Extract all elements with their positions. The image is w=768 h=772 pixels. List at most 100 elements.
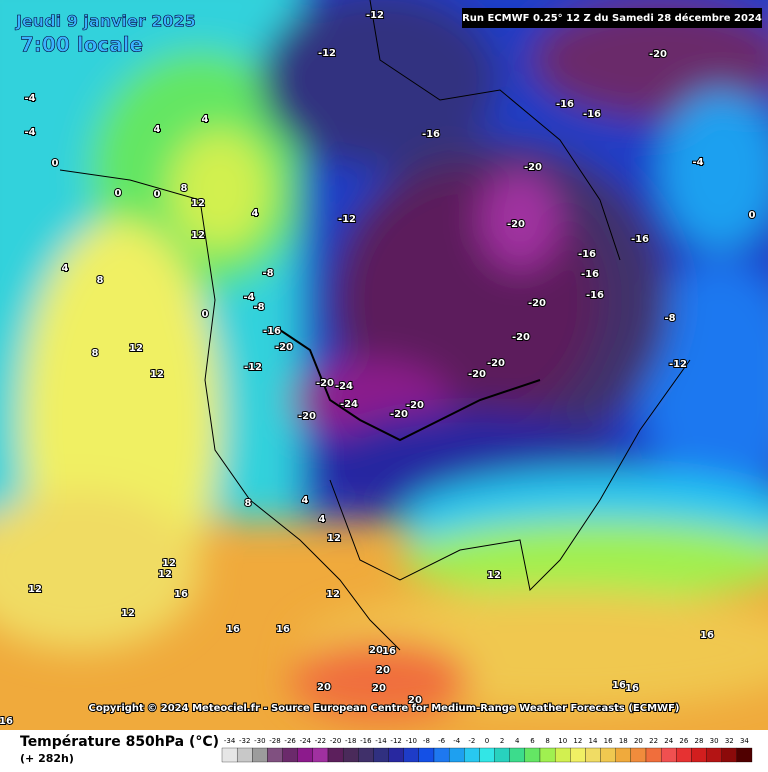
- contour-label: -8: [664, 313, 675, 324]
- color-swatch: [600, 747, 616, 763]
- contour-label: -20: [275, 342, 293, 353]
- color-swatch: [479, 747, 495, 763]
- colorbar-tick-label: -12: [390, 737, 401, 745]
- contour-label: -20: [390, 409, 408, 420]
- color-swatch: [297, 747, 314, 763]
- contour-label: 12: [150, 369, 164, 380]
- color-swatch: [252, 747, 268, 763]
- contour-label: -24: [340, 399, 358, 410]
- colorbar-tick-label: -18: [345, 737, 356, 745]
- contour-label: -16: [578, 249, 596, 260]
- contour-label: -24: [335, 381, 353, 392]
- color-swatch: [615, 747, 632, 763]
- run-info: Run ECMWF 0.25° 12 Z du Samedi 28 décemb…: [462, 12, 762, 24]
- colorbar-tick-label: 24: [664, 737, 673, 745]
- colorbar-tick-label: 16: [604, 737, 613, 745]
- contour-label: -20: [406, 400, 424, 411]
- colorbar-tick-label: -28: [269, 737, 280, 745]
- contour-label: 12: [487, 570, 501, 581]
- contour-label: -12: [244, 362, 262, 373]
- color-swatch: [236, 747, 253, 763]
- contour-label: -8: [253, 302, 264, 313]
- colorbar-tick-label: -32: [239, 737, 250, 745]
- colorbar-tick-label: -14: [375, 737, 387, 745]
- contour-label: 16: [174, 589, 188, 600]
- contour-label: -20: [468, 369, 486, 380]
- contour-label: 4: [319, 514, 326, 525]
- color-swatch: [630, 747, 647, 763]
- color-swatch: [282, 747, 298, 763]
- contour-label: 20: [376, 665, 390, 676]
- colorbar-tick-label: -24: [300, 737, 312, 745]
- colorbar-tick-label: 6: [530, 737, 535, 745]
- color-swatch: [373, 747, 389, 763]
- color-swatch: [342, 747, 359, 763]
- contour-label: -16: [631, 234, 649, 245]
- contour-label: 4: [202, 114, 209, 125]
- legend-title: Température 850hPa (°C): [20, 734, 219, 750]
- color-swatch: [676, 747, 692, 763]
- contour-label: -16: [586, 290, 604, 301]
- contour-label: -20: [528, 298, 546, 309]
- colorbar-tick-label: 22: [649, 737, 658, 745]
- contour-label: 12: [121, 608, 135, 619]
- colorbar-tick-label: -2: [468, 737, 475, 745]
- contour-label: 0: [749, 210, 756, 221]
- colorbar-tick-label: -20: [330, 737, 341, 745]
- contour-label: 16: [276, 624, 290, 635]
- colorbar-tick-label: 20: [634, 737, 643, 745]
- contour-label: -12: [318, 48, 336, 59]
- colorbar-tick-label: 4: [515, 737, 520, 745]
- contour-label: 0: [52, 158, 59, 169]
- contour-label: 20: [372, 683, 386, 694]
- colorbar-tick-label: 34: [740, 737, 749, 745]
- colorbar-tick-label: 0: [485, 737, 489, 745]
- contour-label: -16: [583, 109, 601, 120]
- colorbar-tick-label: -10: [406, 737, 417, 745]
- color-swatch: [524, 747, 541, 763]
- contour-label: 16: [0, 716, 13, 727]
- contour-label: 20: [408, 695, 422, 706]
- contour-label: 8: [245, 498, 252, 509]
- contour-label: -20: [487, 358, 505, 369]
- copyright: Copyright © 2024 Meteociel.fr - Source E…: [89, 703, 680, 714]
- colorbar-tick-label: -26: [284, 737, 296, 745]
- contour-label: -20: [512, 332, 530, 343]
- contour-label: -16: [556, 99, 574, 110]
- contour-label: 12: [191, 230, 205, 241]
- color-swatch: [706, 747, 722, 763]
- color-swatch: [539, 747, 556, 763]
- contour-label: 12: [28, 584, 42, 595]
- contour-label: 16: [382, 646, 396, 657]
- contour-label: 12: [326, 589, 340, 600]
- color-swatch: [570, 747, 586, 763]
- contour-label: -12: [366, 10, 384, 21]
- contour-label: 0: [115, 188, 122, 199]
- contour-label: 12: [191, 198, 205, 209]
- color-swatch: [418, 747, 435, 763]
- contour-label: 12: [129, 343, 143, 354]
- contour-label: 12: [158, 569, 172, 580]
- colorbar-tick-label: -8: [423, 737, 430, 745]
- color-swatch: [691, 747, 707, 763]
- color-swatch: [736, 747, 753, 763]
- color-swatch: [312, 747, 329, 763]
- contour-label: -8: [262, 268, 273, 279]
- contour-label: -20: [507, 219, 525, 230]
- colorbar-tick-label: 12: [573, 737, 582, 745]
- contour-label: -12: [669, 359, 687, 370]
- contour-label: 4: [252, 208, 259, 219]
- forecast-date: Jeudi 9 janvier 2025: [15, 12, 196, 31]
- contour-label: -20: [298, 411, 316, 422]
- contour-label: -20: [524, 162, 542, 173]
- colorbar-tick-label: 28: [695, 737, 704, 745]
- colorbar-tick-label: -34: [224, 737, 236, 745]
- color-swatch: [448, 747, 465, 763]
- contour-label: -20: [316, 378, 334, 389]
- contour-label: -4: [692, 157, 703, 168]
- forecast-time: 7:00 locale: [20, 33, 143, 57]
- contour-label: 8: [181, 183, 188, 194]
